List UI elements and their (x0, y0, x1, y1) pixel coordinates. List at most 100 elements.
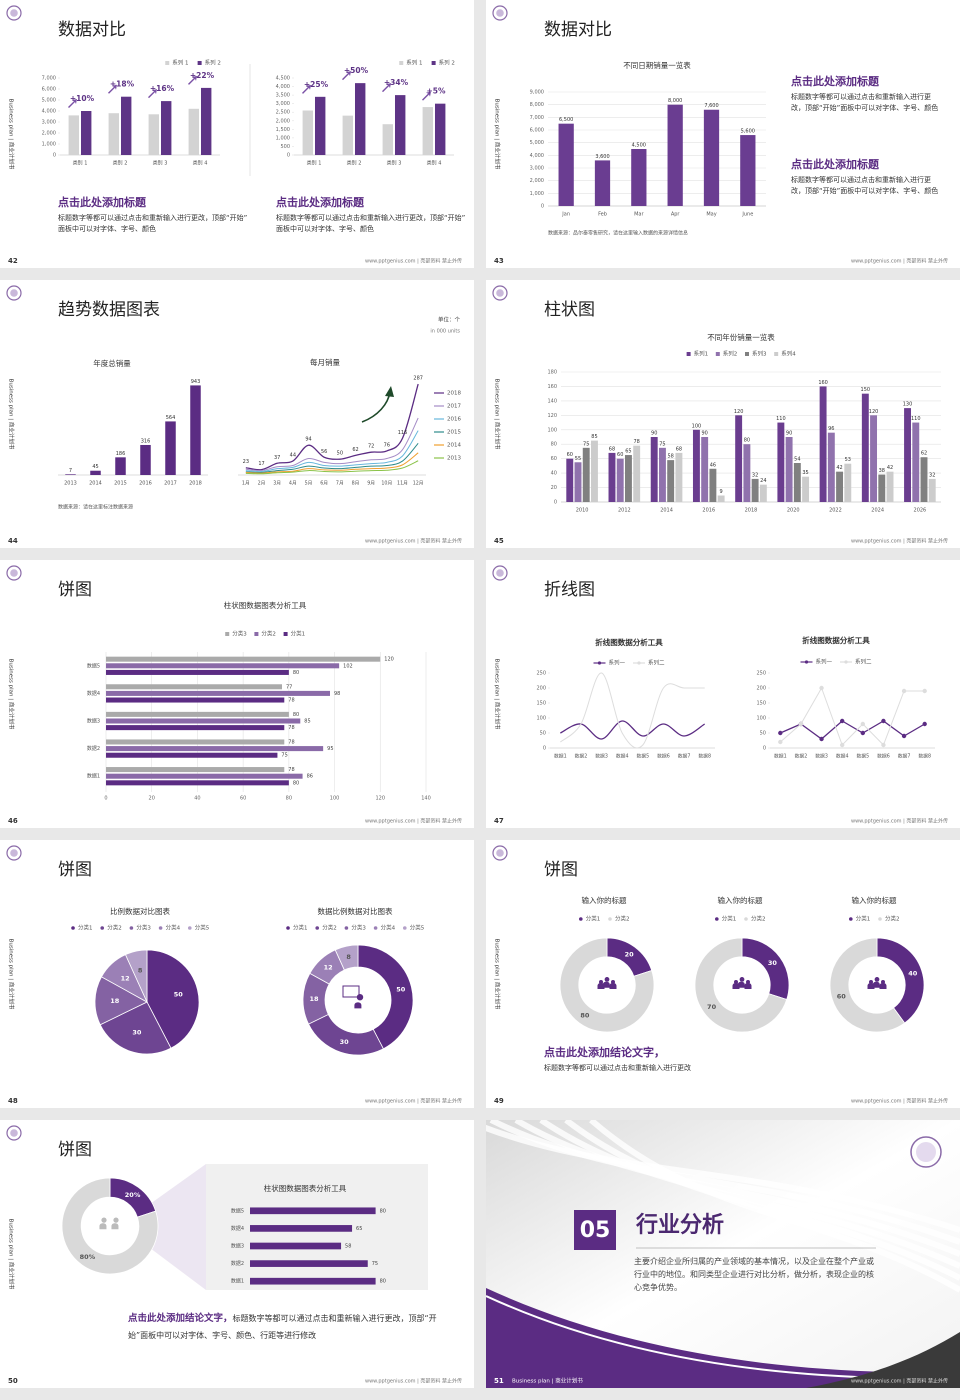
pie-slice (99, 1001, 172, 1055)
legend-label: 系列 2 (205, 59, 221, 67)
slide: 趋势数据图表 Business plan | 商业计划书 44 www.pptgeni… (0, 280, 474, 548)
logo (10, 1129, 18, 1137)
annotation: +16% (150, 84, 175, 93)
x-tick-label: 数据7 (678, 753, 691, 760)
data-label: 80 (380, 1279, 386, 1285)
legend-label: 系列1 (694, 350, 709, 358)
icon (609, 983, 617, 989)
line (780, 720, 926, 740)
y-tick-label: 1,500 (276, 127, 290, 133)
bar (878, 474, 886, 502)
data-label: 78 (288, 767, 294, 773)
footer: www.pptgenius.com | 亮部资料 禁止外传 (365, 538, 462, 545)
data-label: 30 (340, 1038, 350, 1046)
icon (746, 980, 750, 984)
data-label: 102 (343, 663, 353, 669)
x-tick-label: 120 (376, 796, 386, 802)
legend-swatch (315, 926, 320, 930)
bar (106, 684, 282, 690)
bar (106, 669, 289, 675)
x-tick-label: 6月 (320, 481, 328, 487)
x-tick-label: 数据7 (898, 753, 911, 760)
x-tick-label: 数据4 (836, 753, 849, 760)
legend-label: 分类5 (195, 924, 210, 932)
data-label: 943 (191, 379, 201, 385)
slide: 05 行业分析 51 Business plan | 商业计划书 www.pptgeni… (486, 1120, 960, 1388)
x-tick-label: 3月 (273, 481, 281, 487)
bar (650, 437, 658, 502)
legend-swatch (608, 917, 612, 921)
growth-arrow (342, 71, 351, 81)
legend-swatch (597, 661, 602, 665)
bar (574, 462, 582, 502)
y-tick-label: 0 (763, 746, 766, 752)
icon (611, 980, 615, 984)
chart-title: 输入你的标题 (718, 895, 763, 905)
bar (667, 104, 683, 206)
logo (10, 289, 18, 297)
logo (492, 5, 508, 21)
legend-swatch (744, 917, 748, 921)
slide: 饼图 Business plan | 商业计划书 49 www.pptgenius.c… (486, 840, 960, 1108)
y-tick-label: 150 (536, 701, 546, 707)
bar (777, 422, 785, 502)
y-tick-label: 100 (547, 427, 557, 433)
side-label: Business plan | 商业计划书 (8, 939, 16, 1010)
bar (743, 444, 751, 502)
y-tick-label: 数据3 (87, 718, 100, 725)
logo (492, 285, 508, 301)
bar (140, 444, 151, 475)
footer: www.pptgenius.com | 亮部资料 禁止外传 (365, 1098, 462, 1105)
bar (717, 495, 725, 502)
x-tick-label: 9月 (367, 481, 375, 487)
bar (106, 752, 278, 758)
data-label: 32 (929, 472, 935, 478)
y-tick-label: 500 (280, 144, 290, 150)
footer: www.pptgenius.com | 亮部资料 禁止外传 (851, 818, 948, 825)
slide: 饼图 Business plan | 商业计划书 50 www.pptgenius.c… (0, 1120, 474, 1388)
legend-swatch (579, 917, 583, 921)
bar (434, 103, 446, 155)
footer: www.pptgenius.com | 亮部资料 禁止外传 (851, 258, 948, 265)
data-label: 287 (413, 376, 423, 382)
legend-label: 分类1 (291, 630, 306, 638)
annotation: +50% (344, 66, 369, 75)
source-note: 数据来源：请在这里标注数据来源 (58, 504, 133, 511)
legend-swatch (344, 926, 349, 930)
x-tick-label: 2月 (258, 481, 266, 487)
legend-swatch (71, 926, 75, 930)
bar (735, 415, 743, 502)
bar (106, 690, 330, 696)
bar (558, 123, 574, 206)
icon (342, 985, 360, 998)
icon (599, 980, 603, 984)
legend-label: 2013 (447, 456, 461, 462)
bar (250, 1242, 342, 1250)
slide-canvas: 趋势数据图表 Business plan | 商业计划书 44 www.pptgeni… (6, 285, 462, 545)
x-tick-label: 2018 (745, 508, 758, 514)
legend-label: 分类2 (885, 915, 900, 923)
x-tick-label: 数据5 (636, 753, 649, 760)
legend-label: 分类1 (293, 924, 308, 932)
logo (496, 569, 504, 577)
x-tick-label: 数据5 (856, 753, 869, 760)
bar (836, 471, 844, 502)
data-label: 75 (281, 753, 287, 759)
page-number: 51 (494, 1377, 504, 1385)
y-tick-label: 数据1 (87, 773, 100, 780)
page-number: 50 (8, 1377, 18, 1385)
y-tick-label: 180 (547, 370, 557, 376)
data-label: 37 (274, 455, 280, 461)
donut-slice (559, 937, 655, 1033)
data-label: 80 (580, 1011, 590, 1019)
legend-swatch (373, 926, 378, 930)
data-label: 62 (921, 451, 927, 457)
x-tick-label: 10月 (381, 481, 392, 487)
x-tick-label: 类别 1 (73, 160, 88, 167)
x-tick-label: 2024 (871, 508, 884, 514)
data-label: 94 (305, 437, 311, 443)
data-label: 12 (121, 974, 130, 982)
bar (422, 107, 434, 155)
donut-slice (308, 1013, 384, 1056)
